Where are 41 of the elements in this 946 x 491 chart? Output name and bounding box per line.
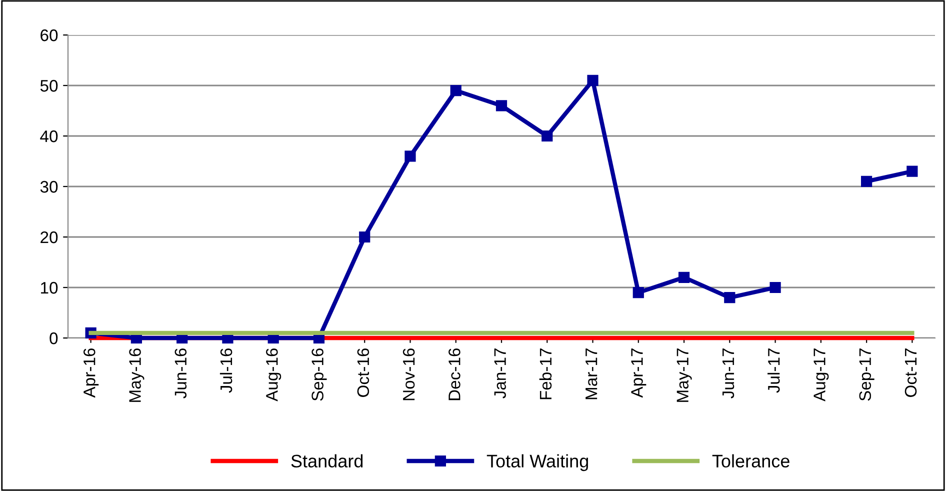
point: [906, 166, 918, 177]
point: [678, 272, 690, 283]
x-tick-label: Aug-17: [814, 348, 829, 402]
x-tick-label: Jan-17: [494, 348, 506, 398]
x-tick-label: Oct-16: [357, 348, 370, 397]
x-tick-label: Mar-17: [586, 348, 598, 400]
x-tick-label: Nov-16: [402, 348, 415, 400]
legend-label: Total Waiting: [486, 454, 588, 472]
y-tick-label: 0: [50, 332, 58, 344]
x-tick-label: May-17: [676, 348, 692, 402]
point: [632, 286, 644, 298]
x-tick-label: Dec-16: [448, 348, 460, 400]
y-tick-label: 40: [40, 130, 58, 142]
x-tick-label: Jul-16: [220, 348, 232, 393]
x-tick-label: Jun-17: [722, 348, 734, 398]
y-tick-label: 30: [40, 180, 58, 193]
x-tick-label: May-16: [129, 348, 144, 402]
legend-label: Standard: [291, 454, 363, 468]
point: [587, 74, 598, 86]
point: [770, 282, 781, 294]
x-tick-label: Aug-16: [266, 348, 282, 402]
legend-label: Tolerance: [712, 454, 790, 468]
point: [860, 176, 872, 188]
point: [496, 100, 508, 112]
x-tick-label: Jul-17: [768, 348, 780, 393]
y-tick-label: 10: [41, 282, 58, 294]
x-tick-label: Oct-17: [904, 348, 917, 397]
y-tick-label: 50: [40, 80, 58, 92]
x-tick-label: Sep-16: [312, 348, 327, 401]
point: [359, 231, 370, 243]
point: [724, 292, 736, 304]
x-tick-label: Sep-17: [859, 348, 874, 401]
point: [404, 150, 416, 162]
x-tick-label: Feb-17: [539, 348, 552, 400]
x-tick-label: Apr-16: [83, 348, 99, 398]
y-tick-label: 60: [40, 29, 58, 42]
point: [450, 84, 462, 96]
x-tick-label: Apr-17: [631, 348, 646, 398]
x-tick-label: Jun-16: [174, 348, 187, 398]
point: [542, 130, 553, 142]
y-tick-label: 20: [40, 231, 58, 244]
